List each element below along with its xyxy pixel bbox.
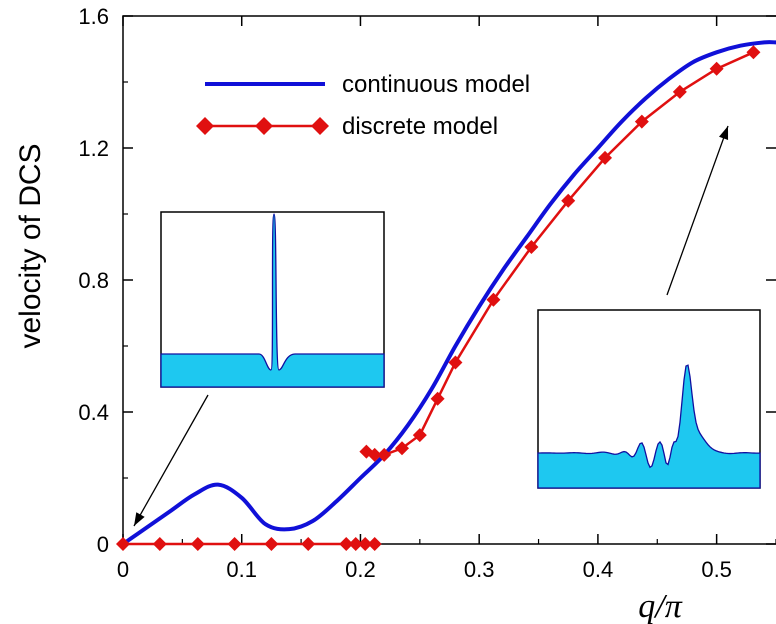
- legend-discrete-label: discrete model: [342, 113, 498, 140]
- x-tick-label: 0.2: [345, 557, 376, 582]
- series-layer: [116, 40, 776, 551]
- discrete-model-point: [367, 537, 382, 551]
- x-tick-label: 0.1: [226, 557, 257, 582]
- x-tick-label: 0: [117, 557, 129, 582]
- discrete-model-point: [709, 61, 724, 76]
- discrete-model-point: [395, 441, 410, 456]
- discrete-model-point: [116, 537, 130, 551]
- discrete-model-point: [227, 537, 242, 551]
- y-tick-label: 0: [97, 532, 109, 557]
- x-tick-label: 0.4: [583, 557, 614, 582]
- right-inset-arrow: [666, 125, 729, 296]
- x-axis-label: q/π: [638, 588, 682, 624]
- discrete-model-point: [190, 537, 205, 551]
- y-tick-label: 0.4: [78, 400, 109, 425]
- right-inset-arrow-head: [719, 126, 729, 140]
- legend-discrete-marker: [196, 117, 214, 135]
- discrete-model-point: [377, 447, 392, 462]
- axes: 0 0.1 0.2 0.3 0.4 0.5 0 0.4 0.8 1.2 1.6: [78, 4, 776, 582]
- discrete-model-point: [339, 537, 354, 551]
- continuous-model-line: [121, 40, 776, 546]
- discrete-model-point: [152, 537, 167, 551]
- x-tick-label: 0.3: [464, 557, 495, 582]
- discrete-model-point: [358, 537, 373, 551]
- discrete-model-point: [367, 447, 382, 462]
- discrete-model-point: [561, 193, 576, 208]
- discrete-model-point: [746, 45, 761, 60]
- discrete-model-point: [524, 240, 539, 254]
- y-tick-label: 0.8: [78, 268, 109, 293]
- discrete-model-point: [301, 537, 316, 551]
- y-tick-label: 1.6: [78, 4, 109, 29]
- legend-discrete-marker: [255, 117, 273, 135]
- left-inset-arrow: [133, 394, 209, 527]
- y-axis-label: velocity of DCS: [14, 143, 47, 348]
- discrete-model-point: [672, 84, 687, 99]
- discrete-model-point: [598, 150, 613, 165]
- right-inset-profile: [537, 364, 761, 489]
- discrete-model-point: [486, 292, 501, 307]
- insets: [133, 125, 761, 527]
- left-inset-arrow-head: [134, 512, 145, 526]
- x-tick-label: 0.5: [701, 557, 732, 582]
- legend: continuous model discrete model: [196, 71, 530, 140]
- left-inset-profile: [160, 213, 385, 388]
- discrete-model-point: [634, 114, 649, 129]
- discrete-model-point: [412, 428, 427, 443]
- legend-discrete-marker: [311, 117, 329, 135]
- discrete-model-point: [264, 537, 279, 551]
- legend-continuous-label: continuous model: [342, 71, 530, 98]
- y-tick-label: 1.2: [78, 136, 109, 161]
- discrete-model-point: [348, 537, 363, 551]
- discrete-model-point: [448, 355, 463, 370]
- discrete-model-point: [430, 391, 445, 406]
